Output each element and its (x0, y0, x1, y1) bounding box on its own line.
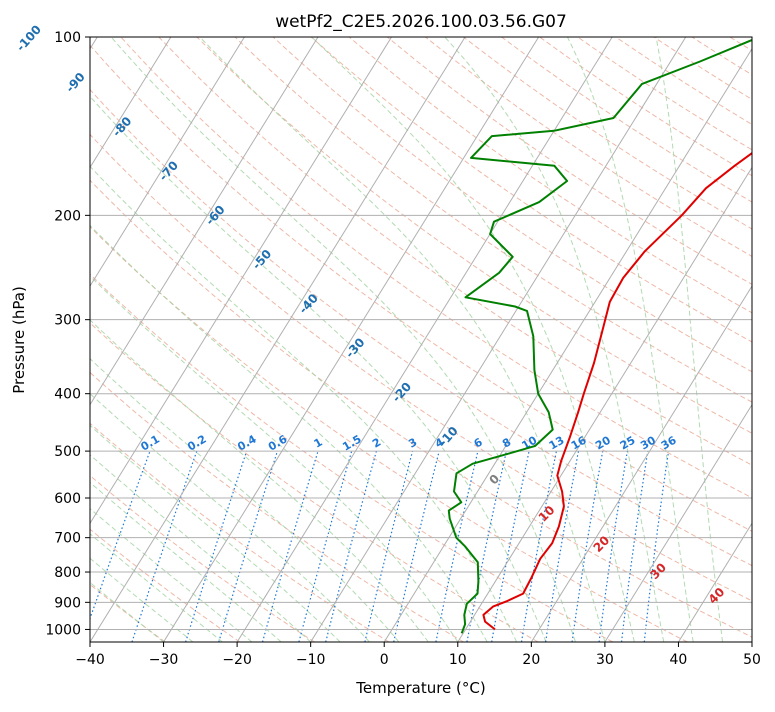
dry-adiabat-line (0, 37, 538, 642)
mixing-ratio-line (82, 451, 150, 642)
y-tick-label: 500 (54, 444, 81, 460)
moist-adiabat-line (0, 37, 311, 642)
dry-adiabat-line (616, 37, 775, 642)
y-tick-label: 100 (54, 30, 81, 46)
isotherm-line (237, 37, 612, 642)
mixing-ratio-label: 1.5 (340, 433, 363, 454)
y-tick-label: 1000 (45, 622, 81, 638)
isotherm-line (311, 37, 686, 642)
x-tick-label: 40 (670, 652, 688, 668)
isotherm-label: -40 (296, 291, 321, 316)
isotherm-label: -70 (156, 158, 181, 183)
y-tick-label: 800 (54, 565, 81, 581)
isotherm-line (605, 37, 775, 642)
dry-adiabat-line (654, 37, 775, 642)
moist-adiabat-line (0, 37, 370, 642)
mixing-ratio-label: 1 (312, 436, 325, 451)
isotherm-label: -100 (14, 22, 44, 54)
moist-adiabat-line (200, 37, 605, 642)
dry-adiabat-line (121, 37, 775, 642)
isotherm-line (0, 37, 318, 642)
moist-adiabat-line (0, 37, 458, 642)
x-tick-label: −40 (75, 652, 105, 668)
isotherm-label: -60 (203, 203, 228, 228)
moist-adiabat-line (0, 37, 340, 642)
moist-adiabat-label: 30 (647, 560, 669, 582)
isotherm-label: -20 (389, 380, 414, 405)
mixing-ratio-label: 0.4 (235, 432, 259, 453)
moist-adiabat-label: 40 (706, 585, 728, 607)
mixing-ratio-label: 20 (593, 433, 613, 452)
dry-adiabat-line (0, 37, 613, 642)
y-tick-label: 600 (54, 491, 81, 507)
dry-adiabat-line (578, 37, 775, 642)
mixing-ratio-line (522, 451, 557, 642)
y-tick-label: 200 (54, 208, 81, 224)
dry-adiabat-line (0, 37, 389, 642)
mixing-ratio-line (622, 451, 648, 642)
moist-adiabat-label: 20 (591, 533, 613, 555)
mixing-ratio-label: 2 (370, 436, 383, 451)
y-tick-label: 900 (54, 595, 81, 611)
isotherm-line (752, 37, 775, 642)
mixing-ratio-line (186, 451, 247, 642)
isotherm-line (164, 37, 539, 642)
moist-adiabat-line (568, 37, 694, 642)
dry-adiabat-line (692, 37, 775, 642)
x-tick-label: 30 (596, 652, 614, 668)
mixing-ratio-line (326, 451, 377, 642)
mixing-ratio-label: 16 (569, 433, 589, 452)
moist-adiabat-line (656, 37, 723, 642)
x-tick-label: 0 (380, 652, 389, 668)
isotherm-label: -80 (110, 114, 135, 139)
dry-adiabat-line (463, 37, 775, 642)
mixing-ratio-label: 3 (406, 436, 419, 451)
mixing-ratio-label: 0.2 (185, 433, 208, 454)
x-axis-label: Temperature (°C) (355, 679, 485, 697)
x-tick-label: −30 (149, 652, 179, 668)
x-tick-label: 20 (522, 652, 540, 668)
y-tick-label: 300 (54, 313, 81, 329)
dry-adiabat-line (197, 37, 775, 642)
mixing-ratio-label: 25 (618, 434, 638, 453)
moist-adiabat-line (445, 37, 664, 642)
isotherm-label: -50 (249, 247, 274, 272)
moist-adiabat-line (0, 37, 281, 642)
dry-adiabat-line (0, 37, 463, 642)
isotherm-label: -30 (343, 335, 368, 360)
mixing-ratio-label: 6 (472, 435, 485, 450)
mixing-ratio-line (365, 451, 413, 642)
moist-adiabat-label: 10 (536, 503, 558, 525)
mixing-ratio-line (436, 451, 478, 642)
dry-adiabat-line (768, 37, 775, 642)
isotherm-line (90, 37, 465, 642)
moist-adiabat-line (0, 37, 399, 642)
isotherm-line (678, 37, 775, 642)
dry-adiabat-line (0, 37, 687, 642)
dry-adiabat-line (273, 37, 775, 642)
dry-adiabat-line (387, 37, 775, 642)
x-tick-label: 50 (743, 652, 761, 668)
x-tick-label: −20 (222, 652, 252, 668)
x-tick-label: 10 (449, 652, 467, 668)
y-axis-label: Pressure (hPa) (10, 286, 28, 394)
moist-adiabat-line (0, 37, 193, 642)
x-tick-label: −10 (296, 652, 326, 668)
mixing-ratio-label: 30 (638, 433, 658, 452)
isotherm-label: -90 (63, 70, 88, 95)
mixing-ratio-line (132, 451, 197, 642)
mixing-ratio-line (394, 451, 440, 642)
chart-title: wetPf2_C2E5.2026.100.03.56.G07 (275, 12, 567, 32)
dry-adiabat-line (45, 37, 775, 642)
mixing-ratio-label: 13 (547, 434, 567, 453)
moist-adiabat-label: 0 (486, 472, 502, 488)
dry-adiabat-line (349, 37, 775, 642)
y-tick-label: 700 (54, 531, 81, 547)
moist-adiabat-line (0, 37, 517, 642)
temperature-profile-line (483, 37, 775, 629)
y-tick-label: 400 (54, 387, 81, 403)
mixing-ratio-label: 0.1 (139, 433, 162, 454)
